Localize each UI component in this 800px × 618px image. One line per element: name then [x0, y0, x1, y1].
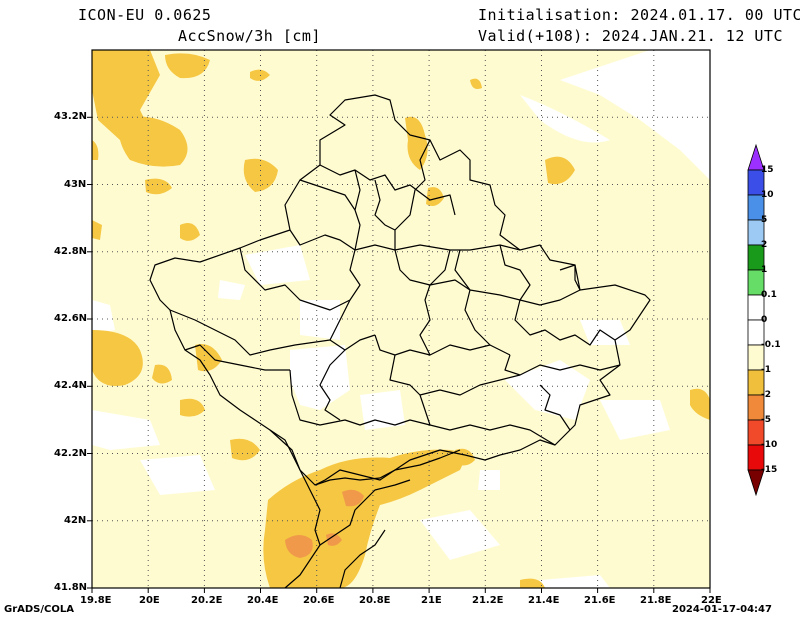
lon-tick-label: 21.2E	[472, 595, 504, 606]
colorbar-label: -5	[761, 415, 771, 425]
initialisation-label: Initialisation: 2024.01.17. 00 UTC	[478, 6, 800, 24]
lat-tick-label: 43.2N	[54, 111, 88, 122]
lon-tick-label: 21.4E	[528, 595, 560, 606]
colorbar-label: -2	[761, 390, 771, 400]
colorbar-label: 0.1	[761, 290, 777, 300]
lat-tick-label: 42.2N	[54, 448, 88, 459]
lat-tick-label: 42N	[64, 515, 87, 526]
colorbar-label: -1	[761, 365, 771, 375]
snow-field	[92, 50, 710, 588]
kosovo-outline	[149, 94, 651, 486]
lon-tick-label: 20.8E	[359, 595, 391, 606]
lon-tick-label: 21.6E	[584, 595, 616, 606]
lon-tick-label: 20.4E	[247, 595, 279, 606]
colorbar-label: 1	[761, 265, 768, 275]
footer-timestamp: 2024-01-17-04:47	[672, 604, 772, 615]
lon-tick-label: 20.2E	[191, 595, 223, 606]
colorbar-bottom-arrow	[747, 469, 765, 497]
model-title: ICON-EU 0.0625	[78, 6, 212, 24]
colorbar-label: 15	[761, 165, 774, 175]
country-borders	[284, 449, 461, 589]
lat-tick-label: 41.8N	[54, 582, 88, 593]
near-zero-areas	[92, 50, 710, 588]
colorbar-label: 10	[761, 190, 774, 200]
colorbar	[747, 143, 765, 497]
snow-2-5cm-areas	[285, 489, 364, 558]
tick-marks	[87, 116, 711, 593]
lat-tick-label: 42.4N	[54, 380, 88, 391]
valid-time-label: Valid(+108): 2024.JAN.21. 12 UTC	[478, 27, 783, 45]
colorbar-label: -15	[761, 465, 778, 475]
colorbar-label: -0.1	[761, 340, 781, 350]
footer-credit: GrADS/COLA	[4, 604, 74, 615]
lat-tick-label: 43N	[64, 179, 87, 190]
colorbar-label: 2	[761, 240, 768, 250]
graticule	[92, 50, 710, 588]
lon-tick-label: 19.8E	[80, 595, 112, 606]
colorbar-label: -10	[761, 440, 778, 450]
colorbar-label: 5	[761, 215, 768, 225]
variable-title: AccSnow/3h [cm]	[178, 27, 321, 45]
district-borders	[149, 94, 651, 486]
lon-tick-label: 20.6E	[303, 595, 335, 606]
lat-tick-label: 42.6N	[54, 313, 88, 324]
lon-tick-label: 20E	[139, 595, 160, 606]
colorbar-label: 0	[761, 315, 768, 325]
snow-1-2cm-areas	[92, 50, 710, 588]
lon-tick-label: 22E	[701, 595, 722, 606]
lon-tick-label: 21E	[421, 595, 442, 606]
lat-tick-label: 42.8N	[54, 246, 88, 257]
lon-tick-label: 21.8E	[640, 595, 672, 606]
